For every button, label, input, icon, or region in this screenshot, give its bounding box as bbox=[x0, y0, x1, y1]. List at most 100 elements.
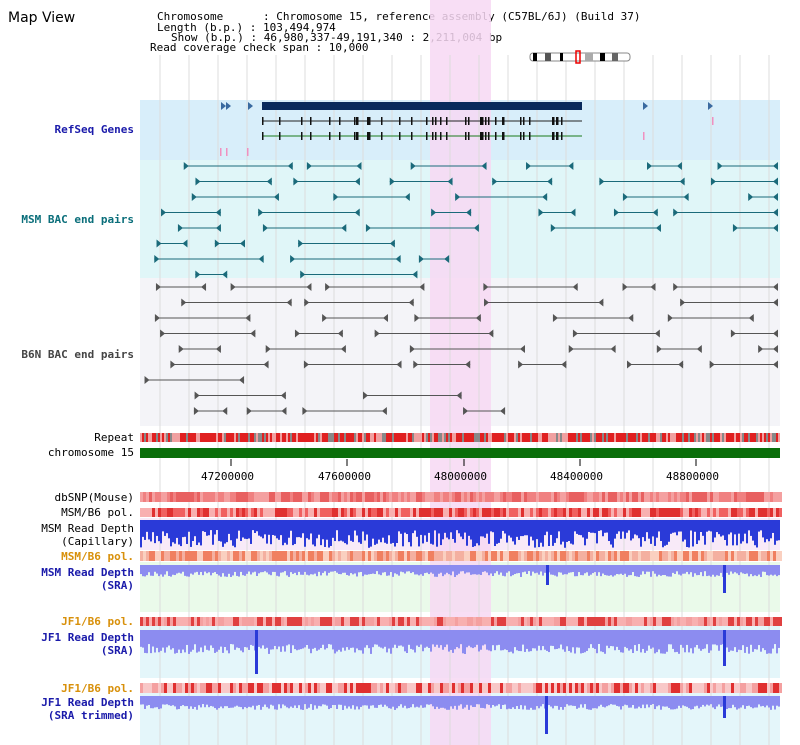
msm-cap-depth-bar bbox=[496, 520, 498, 544]
jf1-trim-depth-bar bbox=[658, 696, 660, 706]
msm-cap-depth-bar bbox=[278, 520, 280, 540]
b6n-bac-pair-end bbox=[302, 407, 308, 415]
msm-cap-depth-bar bbox=[562, 520, 564, 542]
msm-bac-pair-end bbox=[773, 177, 778, 186]
jf1-trim-depth-bar bbox=[654, 696, 656, 710]
msm-sra-depth-bar bbox=[178, 565, 180, 573]
msm-pol2-stripe bbox=[170, 551, 173, 561]
jf1-sra-depth-bar bbox=[694, 630, 696, 648]
msm-sra-depth-bar bbox=[584, 565, 586, 574]
jf1-pol2-stripe bbox=[641, 683, 644, 693]
repeat-stripe bbox=[252, 433, 254, 442]
msm-pol-stripe bbox=[173, 508, 176, 517]
msm-pol-stripe bbox=[554, 508, 557, 517]
dbsnp-stripe bbox=[404, 492, 407, 502]
msm-cap-depth-bar bbox=[410, 520, 412, 547]
ideogram-band bbox=[533, 53, 537, 61]
repeat-stripe bbox=[270, 433, 272, 442]
repeat-stripe bbox=[142, 433, 144, 442]
msm-sra-depth-bar bbox=[682, 565, 684, 574]
dbsnp-stripe bbox=[158, 492, 161, 502]
dbsnp-stripe bbox=[701, 492, 704, 502]
jf1-sra-depth-bar bbox=[208, 630, 210, 651]
msm-pol-stripe bbox=[281, 508, 284, 517]
jf1-trim-depth-bar bbox=[596, 696, 598, 709]
msm-pol-stripe bbox=[713, 508, 716, 517]
refseq-gene-arrow bbox=[708, 102, 713, 110]
dbsnp-stripe bbox=[257, 492, 260, 502]
jf1-trim-depth-bar bbox=[564, 696, 566, 707]
msm-pol2-stripe bbox=[506, 551, 509, 561]
jf1-trim-depth-bar bbox=[448, 696, 450, 710]
jf1-sra-depth-bar bbox=[518, 630, 520, 652]
refseq-exon bbox=[368, 117, 370, 125]
repeat-stripe bbox=[502, 433, 504, 442]
jf1-trim-depth-bar bbox=[568, 696, 570, 706]
jf1-trim-depth-bar bbox=[288, 696, 290, 709]
jf1-trim-depth-bar bbox=[732, 696, 734, 705]
dbsnp-stripe bbox=[719, 492, 722, 502]
msm-sra-depth-bar bbox=[634, 565, 636, 577]
jf1-trim-depth-bar bbox=[748, 696, 750, 706]
msm-sra-depth-bar bbox=[626, 565, 628, 577]
msm-bac-pair-end bbox=[258, 208, 264, 217]
msm-pol2-stripe bbox=[146, 551, 149, 561]
msm-sra-depth-bar bbox=[226, 565, 228, 577]
jf1-trim-depth-bar bbox=[648, 696, 650, 708]
msm-pol-stripe bbox=[179, 508, 182, 517]
msm-pol-stripe bbox=[548, 508, 551, 517]
jf1-pol2-stripe bbox=[359, 683, 362, 693]
jf1-pol-stripe bbox=[314, 617, 317, 626]
repeat-stripe bbox=[768, 433, 770, 442]
msm-sra-depth-bar bbox=[174, 565, 176, 576]
jf1-trim-depth-bar bbox=[670, 696, 672, 710]
dbsnp-stripe bbox=[245, 492, 248, 502]
msm-pol-stripe bbox=[656, 508, 659, 517]
repeat-stripe bbox=[364, 433, 366, 442]
msm-bac-pair-end bbox=[773, 224, 778, 232]
jf1-pol-stripe bbox=[530, 617, 533, 626]
repeat-stripe bbox=[576, 433, 578, 442]
refseq-exon bbox=[279, 117, 281, 125]
msm-sra-depth-bar bbox=[734, 565, 736, 573]
dbsnp-stripe bbox=[272, 492, 275, 502]
jf1-trim-depth-bar bbox=[678, 696, 680, 706]
jf1-sra-depth-bar bbox=[270, 630, 272, 650]
msm-cap-depth-bar bbox=[744, 520, 746, 534]
msm-pol2-stripe bbox=[587, 551, 590, 561]
jf1-pol2-stripe bbox=[554, 683, 557, 693]
jf1-sra-depth-bar bbox=[740, 630, 742, 651]
jf1-sra-depth-bar bbox=[672, 630, 674, 649]
msm-pol2-stripe bbox=[446, 551, 449, 561]
jf1-sra-depth-bar bbox=[628, 630, 630, 651]
dbsnp-stripe bbox=[389, 492, 392, 502]
dbsnp-stripe bbox=[755, 492, 758, 502]
jf1-trim-depth-bar bbox=[178, 696, 180, 710]
msm-bac-pair-end bbox=[481, 162, 487, 170]
jf1-pol-stripe bbox=[194, 617, 197, 626]
repeat-stripe bbox=[456, 433, 458, 442]
b6n-bac-pair-end bbox=[286, 298, 292, 307]
msm-sra-depth-bar bbox=[236, 565, 238, 576]
msm-pol-stripe bbox=[338, 508, 341, 517]
jf1-sra-depth-bar bbox=[316, 630, 318, 651]
msm-pol-stripe bbox=[224, 508, 227, 517]
msm-sra-depth-bar bbox=[316, 565, 318, 577]
msm-cap-depth-bar bbox=[324, 520, 326, 547]
jf1-sra-depth-bar bbox=[738, 630, 740, 650]
jf1-pol2-stripe bbox=[167, 683, 170, 693]
jf1-trim-depth-bar bbox=[412, 696, 414, 705]
msm-cap-depth-bar bbox=[164, 520, 166, 536]
msm-cap-depth-bar bbox=[232, 520, 234, 546]
jf1-pol2-stripe bbox=[335, 683, 338, 693]
jf1-pol2-stripe bbox=[608, 683, 611, 693]
repeat-stripe bbox=[154, 433, 156, 442]
jf1-pol-stripe bbox=[149, 617, 152, 626]
msm-sra-depth-bar bbox=[684, 565, 686, 574]
dbsnp-stripe bbox=[221, 492, 224, 502]
msm-sra-depth-bar bbox=[640, 565, 642, 575]
jf1-pol2-stripe bbox=[296, 683, 299, 693]
jf1-pol-stripe bbox=[182, 617, 185, 626]
jf1-pol2-stripe bbox=[650, 683, 653, 693]
